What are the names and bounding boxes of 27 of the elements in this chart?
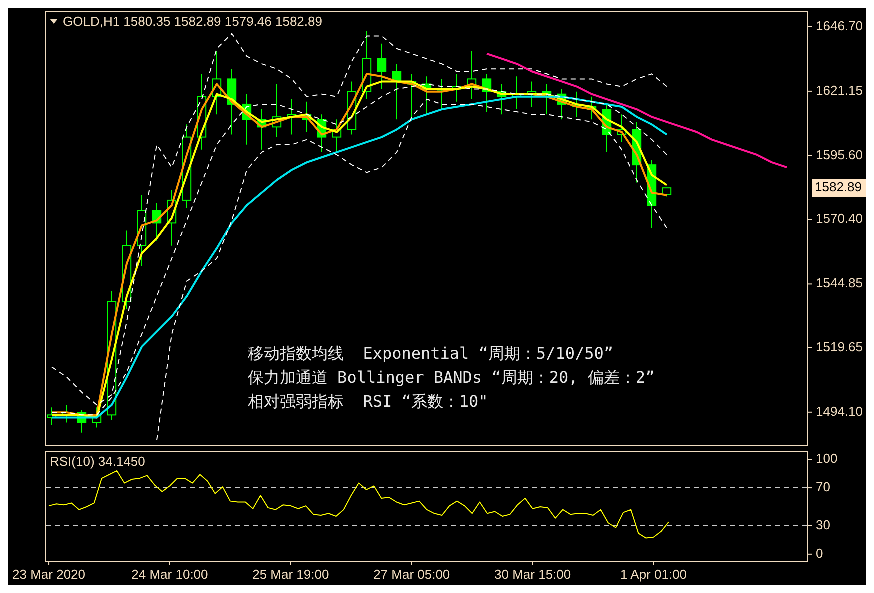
annotation: 移动指数均线 Exponential “周期：5/10/50” (248, 344, 614, 364)
line-series (48, 470, 670, 539)
y-tick-label: 100 (816, 451, 838, 466)
annotation: 保力加通道 Bollinger BANDs “周期：20, 偏差：2” (248, 368, 656, 388)
chart-title: RSI(10) 34.1450 (50, 454, 146, 469)
x-tick-label: 1 Apr 01:00 (620, 567, 688, 582)
line-series (156, 98, 668, 441)
line-series (486, 52, 788, 169)
x-tick-label: 27 Mar 05:00 (374, 567, 450, 582)
chart-title: GOLD,H1 1580.35 1582.89 1579.46 1582.89 (63, 14, 322, 29)
y-tick-label: 0 (816, 546, 824, 561)
y-tick-label: 1544.85 (816, 276, 863, 291)
x-tick-label: 30 Mar 15:00 (494, 567, 572, 582)
y-tick-label: 30 (816, 517, 830, 532)
candlestick (377, 43, 387, 90)
x-tick-label: 23 Mar 2020 (12, 567, 86, 582)
y-tick-label: 70 (816, 479, 830, 494)
y-tick-label: 1494.10 (816, 404, 863, 419)
y-tick-label: 1570.40 (816, 211, 863, 226)
x-tick-label: 24 Mar 10:00 (132, 567, 208, 582)
annotation: 相对强弱指标 RSI “系数：10" (248, 392, 488, 412)
y-tick-label: 1621.15 (816, 82, 863, 98)
y-tick-label: 1595.60 (816, 147, 863, 162)
text: 1582.89 (815, 180, 862, 195)
x-tick-label: 25 Mar 19:00 (252, 567, 330, 582)
y-tick-label: 1646.70 (816, 18, 863, 34)
y-tick-label: 1519.65 (816, 339, 863, 354)
